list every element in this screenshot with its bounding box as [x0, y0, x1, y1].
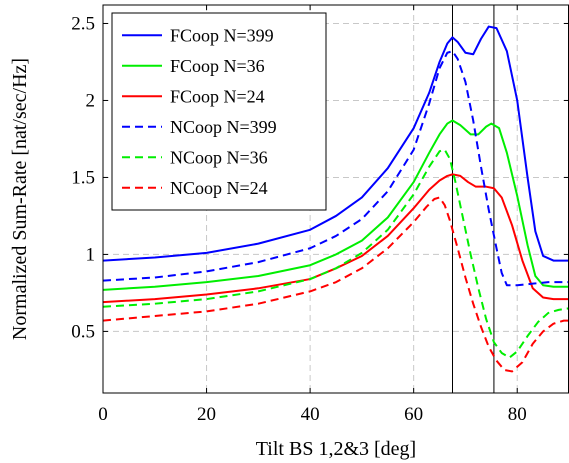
legend-label: FCoop N=24 [170, 86, 265, 106]
legend-label: NCoop N=399 [170, 117, 277, 137]
legend: FCoop N=399 FCoop N=36 FCoop N=24 NCoop N=3… [111, 12, 327, 211]
y-tick-label: 1 [86, 244, 96, 265]
y-tick-label: 2.5 [71, 13, 95, 34]
y-tick-label: 1.5 [71, 167, 95, 188]
legend-label: NCoop N=24 [170, 178, 268, 198]
y-tick-label: 0.5 [71, 321, 95, 342]
y-tick-label: 2 [86, 90, 96, 111]
ticks: 0 20 40 60 80 0.5 1 1.5 2 2.5 [71, 5, 569, 425]
x-tick-label: 20 [197, 404, 216, 425]
series-line-1 [102, 119, 569, 291]
y-axis-label: Normalized Sum-Rate [nat/sec/Hz] [9, 58, 31, 340]
series-line-3 [102, 50, 569, 287]
x-axis-label: Tilt BS 1,2&3 [deg] [256, 438, 416, 460]
x-tick-label: 40 [301, 404, 320, 425]
reference-lines [452, 5, 495, 393]
x-tick-label: 80 [508, 404, 527, 425]
legend-label: NCoop N=36 [170, 147, 268, 167]
series-lines [102, 25, 569, 373]
x-tick-label: 0 [98, 404, 108, 425]
series-line-4 [102, 148, 569, 359]
legend-label: FCoop N=36 [170, 56, 265, 76]
x-tick-label: 60 [404, 404, 423, 425]
series-line-5 [102, 196, 569, 373]
legend-label: FCoop N=399 [170, 25, 274, 45]
series-line-0 [102, 25, 569, 262]
legend-box [111, 12, 327, 211]
